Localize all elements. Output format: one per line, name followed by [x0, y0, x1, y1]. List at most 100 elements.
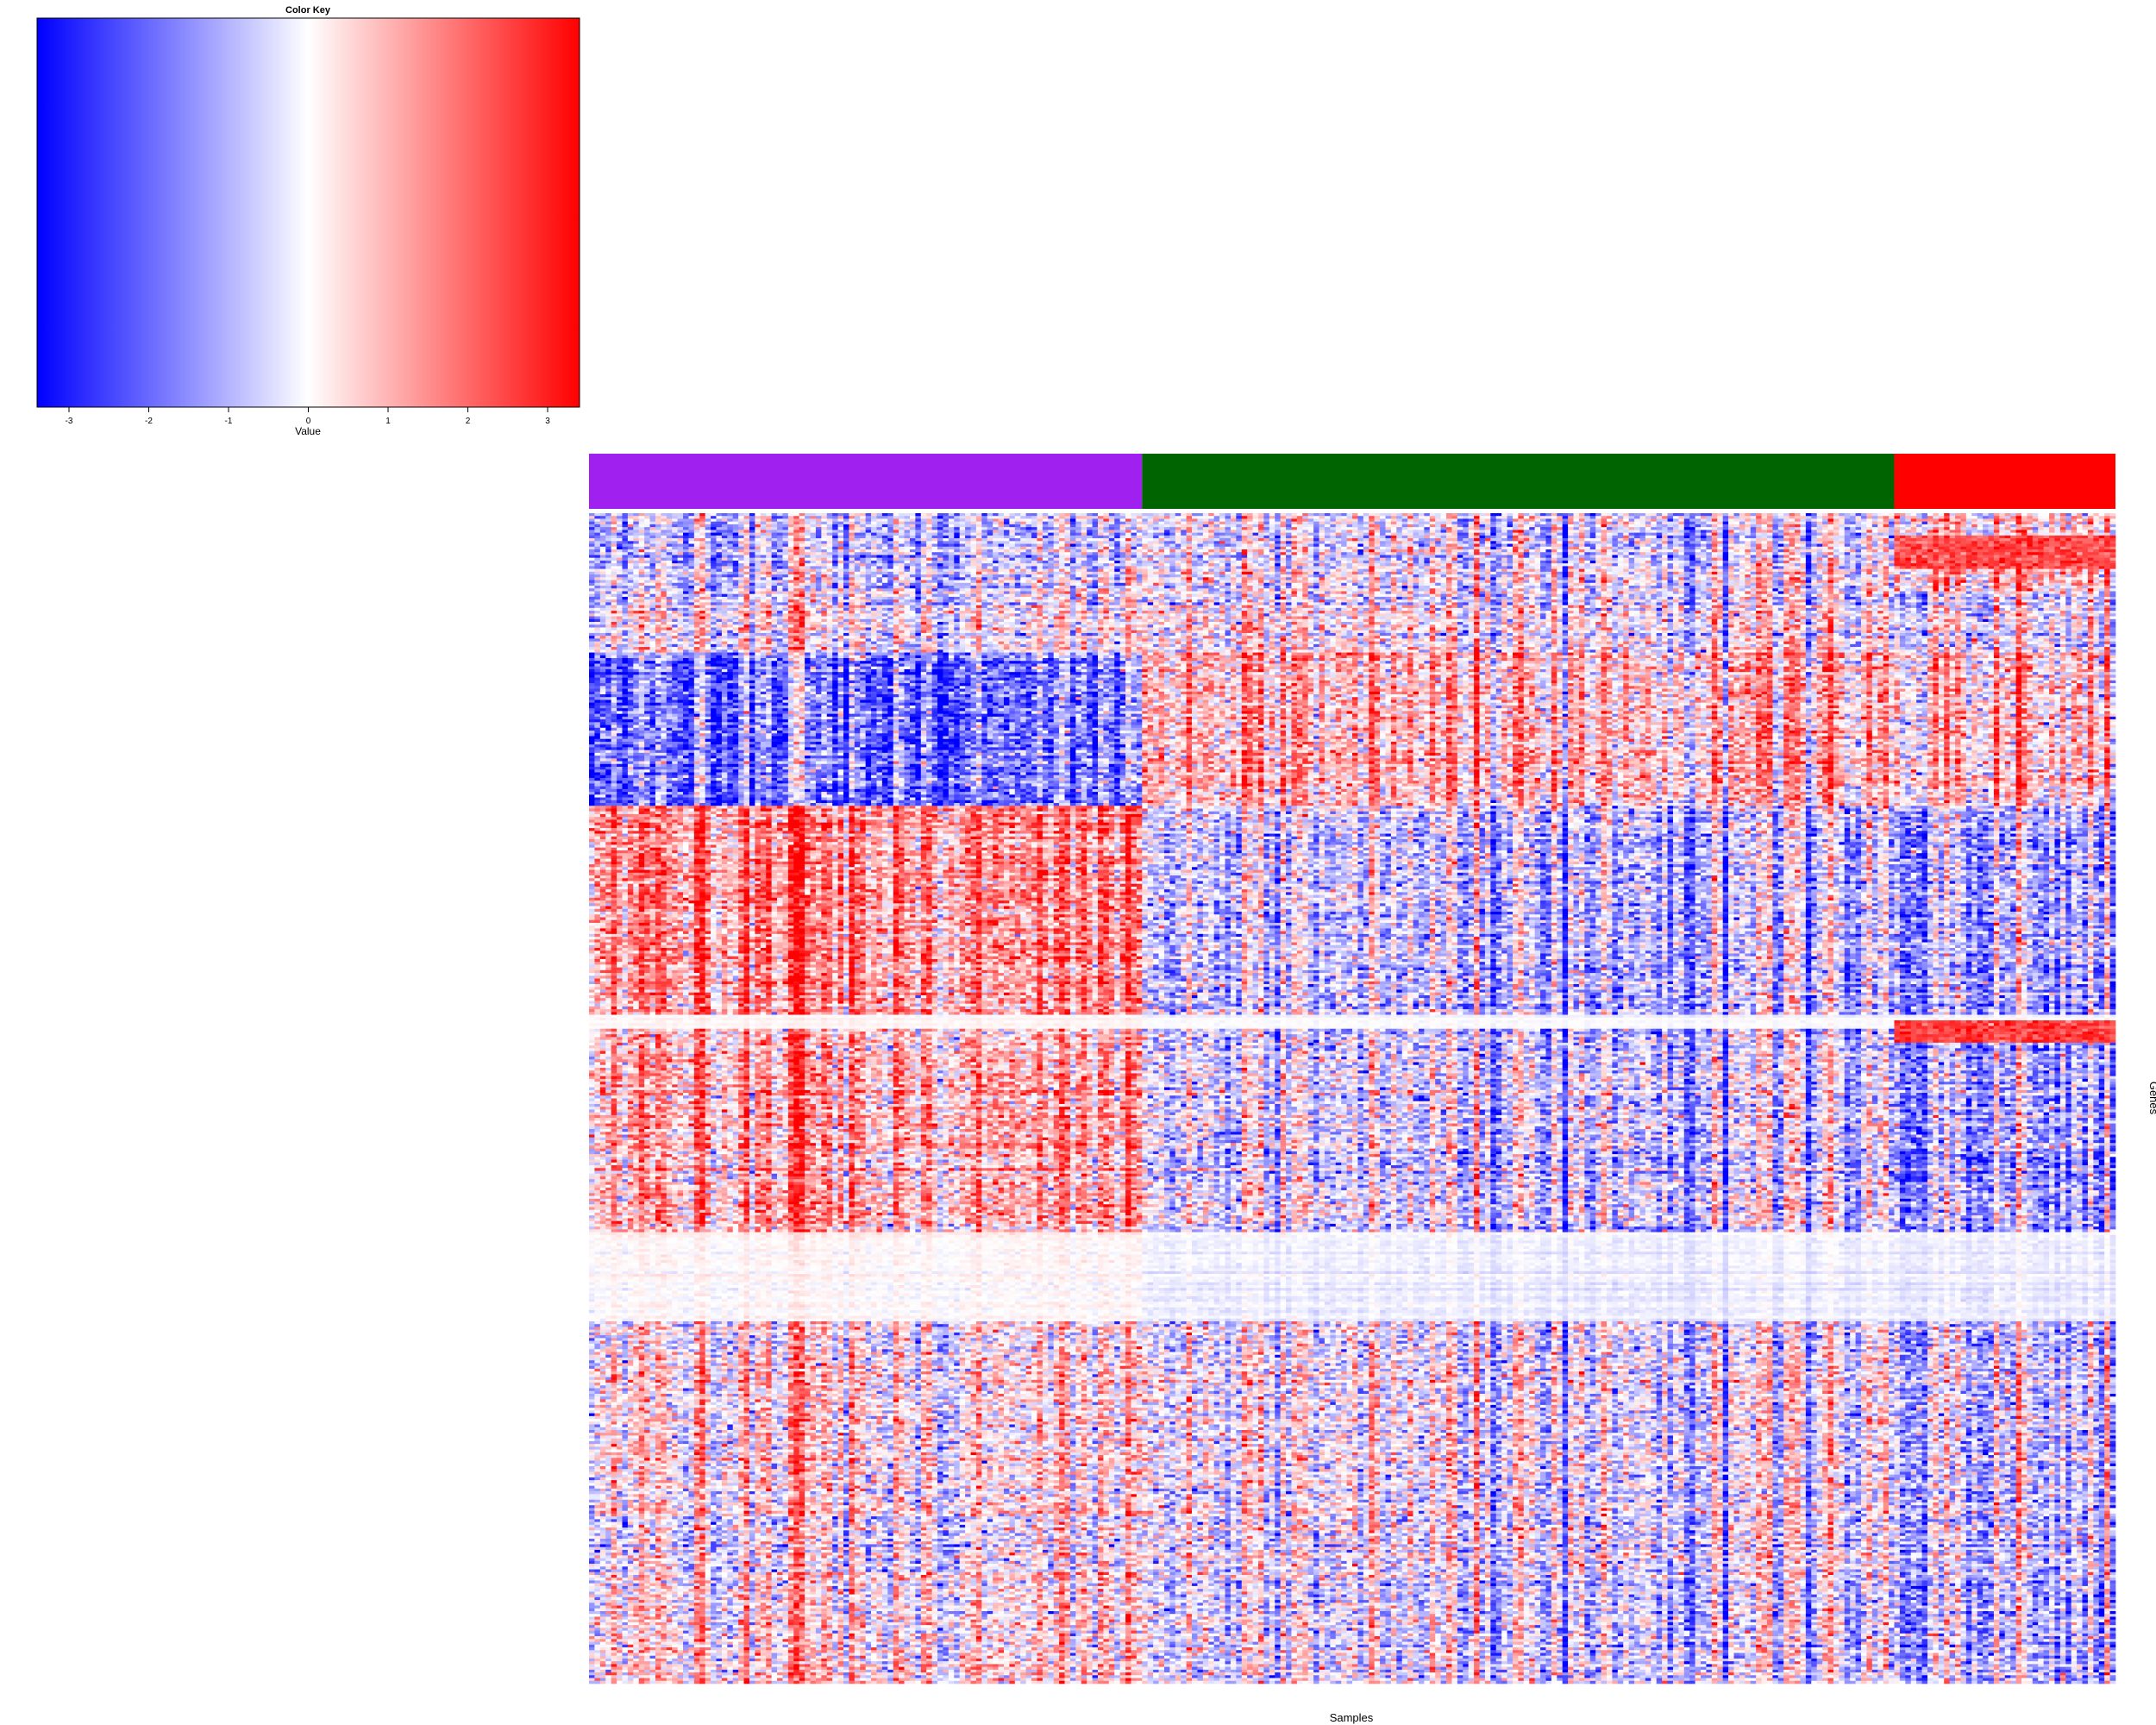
heatmap-cell [1159, 513, 1165, 517]
heatmap-cell [1087, 516, 1093, 519]
heatmap-cell [1004, 516, 1010, 519]
heatmap-cell [589, 513, 595, 517]
heatmap-cell [1142, 516, 1148, 519]
heatmap-cell [1480, 513, 1486, 517]
heatmap-cell [876, 513, 882, 517]
heatmap-cell [1208, 513, 1214, 517]
color-key-bar [37, 18, 580, 407]
heatmap-cell [1563, 513, 1569, 517]
heatmap-cell [1474, 516, 1480, 519]
heatmap-cell [2099, 516, 2105, 519]
heatmap-cell [1607, 516, 1613, 519]
heatmap-cell [905, 513, 911, 517]
heatmap-cell [1291, 516, 1297, 519]
heatmap-cell [1026, 516, 1032, 519]
color-key-label: Value [295, 425, 321, 437]
heatmap-cell [2054, 513, 2060, 517]
heatmap-cell [1236, 513, 1242, 517]
heatmap-cell [1247, 513, 1253, 517]
heatmap-cell [733, 513, 739, 517]
heatmap-cell [1496, 516, 1502, 519]
heatmap-cell [711, 516, 717, 519]
heatmap-cell [1485, 516, 1491, 519]
heatmap-cell [650, 516, 656, 519]
heatmap-cell [882, 513, 888, 517]
heatmap-cell [1551, 516, 1557, 519]
heatmap-cell [960, 513, 966, 517]
heatmap-cell [805, 513, 811, 517]
heatmap-cell [661, 513, 667, 517]
heatmap-cell [2065, 513, 2071, 517]
heatmap-cell [1540, 516, 1546, 519]
heatmap-cell [782, 516, 788, 519]
heatmap-cell [926, 513, 932, 517]
heatmap-cell [1645, 516, 1651, 519]
heatmap-cell [699, 513, 705, 517]
heatmap-cell [1822, 516, 1828, 519]
heatmap-cell [2049, 513, 2055, 517]
heatmap-cell [1347, 516, 1353, 519]
heatmap-cell [688, 516, 694, 519]
heatmap-cell [1203, 516, 1209, 519]
heatmap-cell [1281, 516, 1287, 519]
heatmap-cell [1203, 513, 1209, 517]
heatmap-cell [1911, 513, 1917, 517]
heatmap-cell [1900, 513, 1906, 517]
heatmap-cell [1263, 516, 1269, 519]
heatmap-cell [1789, 513, 1796, 517]
heatmap-cell [788, 513, 794, 517]
heatmap-cell [1391, 516, 1397, 519]
heatmap-cell [987, 513, 993, 517]
heatmap-cell [1031, 513, 1037, 517]
heatmap-cell [1673, 516, 1679, 519]
heatmap-cell [1535, 516, 1541, 519]
heatmap-cell [1419, 513, 1425, 517]
heatmap-cell [1187, 513, 1193, 517]
heatmap-cell [915, 516, 921, 519]
heatmap-cell [678, 516, 684, 519]
heatmap-cell [1518, 513, 1524, 517]
heatmap-cell [655, 513, 661, 517]
heatmap-cell [672, 516, 678, 519]
heatmap-cell [1286, 513, 1292, 517]
heatmap-cell [1883, 513, 1890, 517]
heatmap-cell [866, 513, 872, 517]
heatmap-cell [1728, 516, 1734, 519]
heatmap-cell [1922, 516, 1928, 519]
heatmap-cell [1336, 513, 1342, 517]
heatmap-cell [2104, 513, 2110, 517]
heatmap-cell [2065, 516, 2071, 519]
heatmap-body [589, 513, 2115, 1684]
heatmap-cell [932, 513, 938, 517]
heatmap-cell [1142, 513, 1148, 517]
heatmap-cell [1607, 513, 1613, 517]
heatmap-cell [1402, 513, 1408, 517]
heatmap-cell [1441, 513, 1447, 517]
heatmap-cell [1225, 516, 1232, 519]
heatmap-cell [1424, 513, 1430, 517]
heatmap-cell [1075, 513, 1081, 517]
heatmap-cell [1357, 513, 1363, 517]
heatmap-cell [1208, 516, 1214, 519]
heatmap-cell [1668, 513, 1674, 517]
heatmap-cell [1164, 516, 1170, 519]
sample-group-bar-segment [1142, 454, 1894, 509]
heatmap-cell [843, 513, 849, 517]
heatmap-cell [1662, 513, 1668, 517]
heatmap-cell [1856, 516, 1862, 519]
heatmap-cell [1811, 513, 1817, 517]
heatmap-cell [954, 513, 960, 517]
heatmap-cell [1728, 513, 1734, 517]
color-key-tick-label: -2 [145, 417, 153, 426]
heatmap-cell [887, 516, 893, 519]
heatmap-cell [1297, 513, 1303, 517]
heatmap-cell [1629, 516, 1635, 519]
heatmap-cell [1955, 516, 1961, 519]
heatmap-cell [1009, 516, 1015, 519]
heatmap-cell [1695, 513, 1702, 517]
heatmap-cell [1114, 513, 1120, 517]
heatmap-cell [1413, 516, 1420, 519]
heatmap-cell [1673, 513, 1679, 517]
heatmap-cell [1131, 513, 1137, 517]
heatmap-cell [1446, 513, 1452, 517]
